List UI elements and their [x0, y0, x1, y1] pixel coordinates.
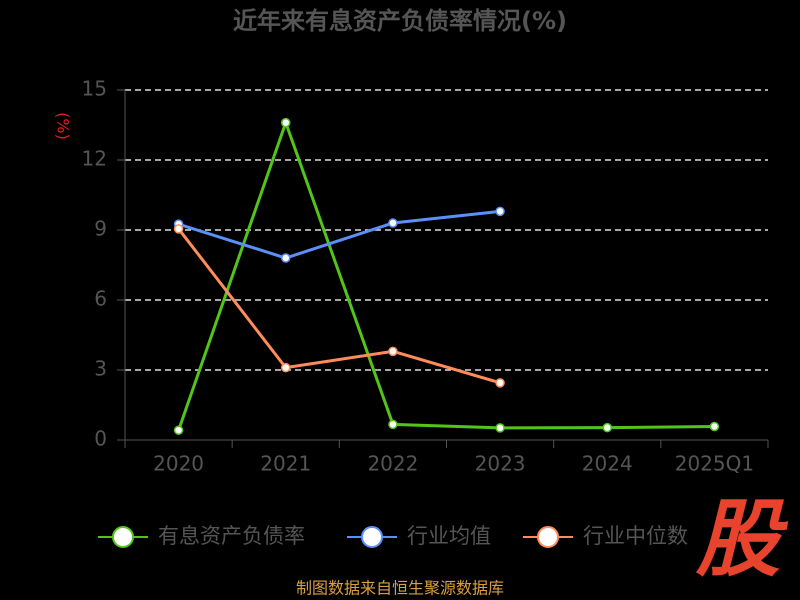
y-tick-label: 15 [82, 77, 107, 101]
x-tick-label: 2024 [582, 452, 633, 476]
y-tick-label: 9 [94, 217, 107, 241]
data-point [495, 206, 505, 217]
y-tick-label: 0 [94, 427, 107, 451]
legend-marker [361, 526, 383, 548]
series-line [177, 118, 715, 431]
y-tick-label: 12 [82, 147, 107, 171]
x-tick-label: 2025Q1 [675, 452, 754, 476]
series-line [177, 227, 501, 385]
source-note: 制图数据来自恒生聚源数据库 [296, 579, 504, 598]
data-point [281, 253, 291, 263]
y-tick-label: 6 [94, 287, 107, 311]
x-tick-label: 2020 [153, 452, 204, 476]
data-point [173, 224, 184, 234]
legend-marker [112, 526, 134, 548]
chart-title: 近年来有息资产负债率情况(%) [233, 7, 567, 35]
series-line [178, 209, 501, 260]
legend-marker [537, 526, 559, 548]
data-point [495, 423, 505, 433]
x-tick-label: 2023 [475, 452, 526, 476]
y-tick-label: 3 [94, 357, 107, 381]
data-point [388, 419, 398, 430]
legend-label: 有息资产负债率 [158, 524, 305, 548]
x-tick-label: 2022 [367, 452, 418, 476]
data-point [388, 346, 398, 357]
y-axis-label: (%) [54, 112, 73, 140]
data-point [388, 218, 398, 228]
data-point [173, 425, 184, 435]
x-tick-label: 2021 [260, 452, 311, 476]
data-point [602, 422, 612, 433]
data-point [281, 117, 291, 128]
data-point [281, 362, 291, 373]
logo: 股 [695, 490, 789, 588]
legend-label: 行业中位数 [583, 524, 688, 548]
data-point [495, 378, 505, 388]
legend-label: 行业均值 [407, 524, 491, 548]
data-point [709, 421, 720, 432]
